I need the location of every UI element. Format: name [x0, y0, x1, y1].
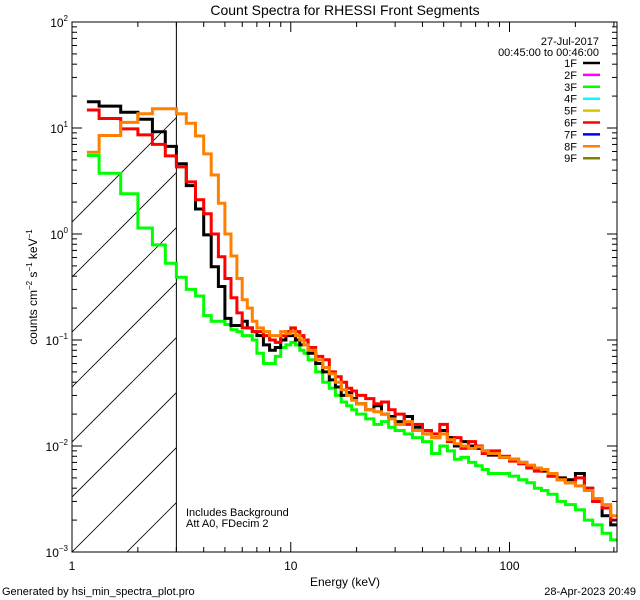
y-tick-label: 101 [50, 120, 68, 136]
legend-label-5F: 5F [564, 106, 577, 118]
hatch-line [237, 0, 640, 552]
legend-label-6F: 6F [564, 118, 577, 130]
hatch-line [72, 392, 177, 498]
series-6F [86, 108, 617, 522]
x-axis-label: Energy (keV) [310, 575, 380, 589]
series-3F [86, 154, 617, 542]
plot-frame [71, 21, 618, 553]
legend-label-2F: 2F [564, 70, 577, 82]
y-tick-label: 100 [50, 226, 68, 242]
hatch-line [72, 172, 177, 278]
hatch-line [402, 0, 640, 552]
y-tick-label: 10−1 [46, 332, 69, 348]
y-axis-label: counts cm−2 s−1 keV−1 [25, 229, 40, 345]
legend-label-7F: 7F [564, 129, 577, 141]
y-tick-label: 10−2 [46, 438, 69, 454]
hatch-line [72, 227, 177, 333]
hatch-line [347, 0, 640, 552]
time-range-label: 00:45:00 to 00:46:00 [498, 47, 599, 59]
chart-title: Count Spectra for RHESSI Front Segments [210, 2, 479, 18]
legend-label-3F: 3F [564, 82, 577, 94]
y-tick-label: 10−3 [46, 544, 69, 560]
hatch-line [72, 117, 177, 223]
hatch-line [567, 0, 640, 552]
footer-generated-by: Generated by hsi_min_spectra_plot.pro [2, 586, 195, 598]
legend-label-8F: 8F [564, 141, 577, 153]
annotation-attenuator: Att A0, FDecim 2 [186, 518, 269, 530]
x-tick-label: 10 [284, 559, 298, 573]
axis-ticks [71, 21, 617, 553]
legend-label-9F: 9F [564, 153, 577, 165]
legend-label-4F: 4F [564, 94, 577, 106]
series-group [86, 100, 617, 542]
annotation-background: Includes Background [186, 507, 289, 519]
date-label: 27-Jul-2017 [541, 36, 599, 48]
footer-timestamp: 28-Apr-2023 20:49 [544, 586, 636, 598]
axis-tick-labels: 1 10 100 102 101 100 10−1 10−2 10−3 [46, 14, 520, 573]
y-tick-label: 102 [50, 14, 68, 30]
series-1F [86, 100, 617, 527]
hatch-line [126, 502, 177, 552]
hatch-line [292, 0, 640, 552]
hatch-line [72, 337, 177, 443]
hatch-line [72, 447, 177, 552]
hatch-line [622, 0, 640, 552]
x-tick-label: 100 [499, 559, 519, 573]
legend-label-1F: 1F [564, 58, 577, 70]
x-tick-label: 1 [69, 559, 76, 573]
series-8F [86, 107, 617, 518]
